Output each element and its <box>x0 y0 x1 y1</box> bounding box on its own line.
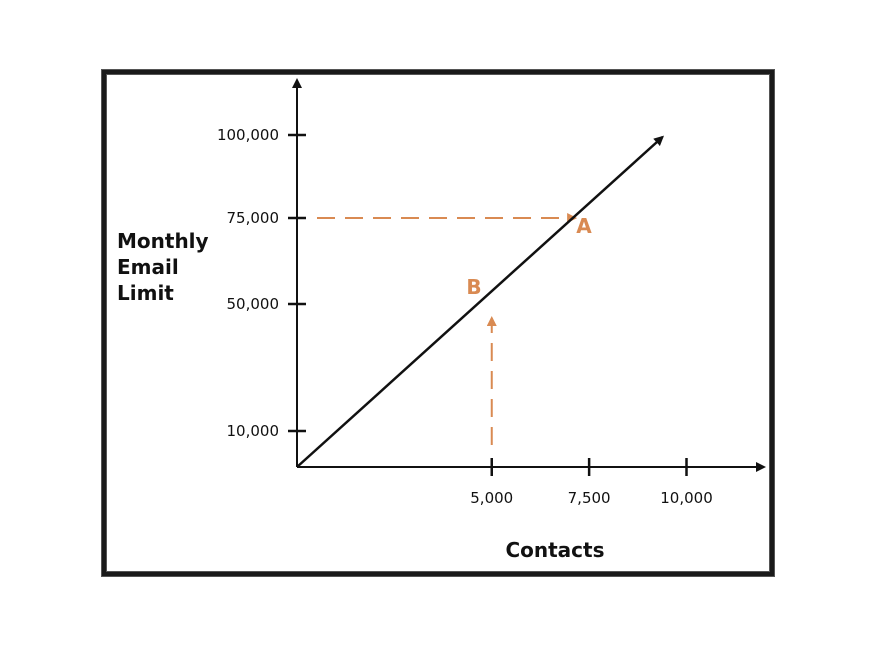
y-tick-label: 75,000 <box>227 209 280 227</box>
point-label-a: A <box>576 214 592 238</box>
x-tick-label: 7,500 <box>568 489 611 507</box>
x-axis-title: Contacts <box>505 538 604 562</box>
chart-frame <box>102 70 774 576</box>
y-tick-label: 100,000 <box>217 126 279 144</box>
y-tick-label: 50,000 <box>227 295 280 313</box>
x-tick-label: 5,000 <box>470 489 513 507</box>
x-tick-label: 10,000 <box>660 489 713 507</box>
y-axis-title-line-3: Limit <box>117 281 174 305</box>
y-tick-label: 10,000 <box>227 422 280 440</box>
y-axis-title-line-2: Email <box>117 255 179 279</box>
y-axis-title-line-1: Monthly <box>117 229 209 253</box>
point-label-b: B <box>466 275 481 299</box>
series-line <box>296 135 664 468</box>
